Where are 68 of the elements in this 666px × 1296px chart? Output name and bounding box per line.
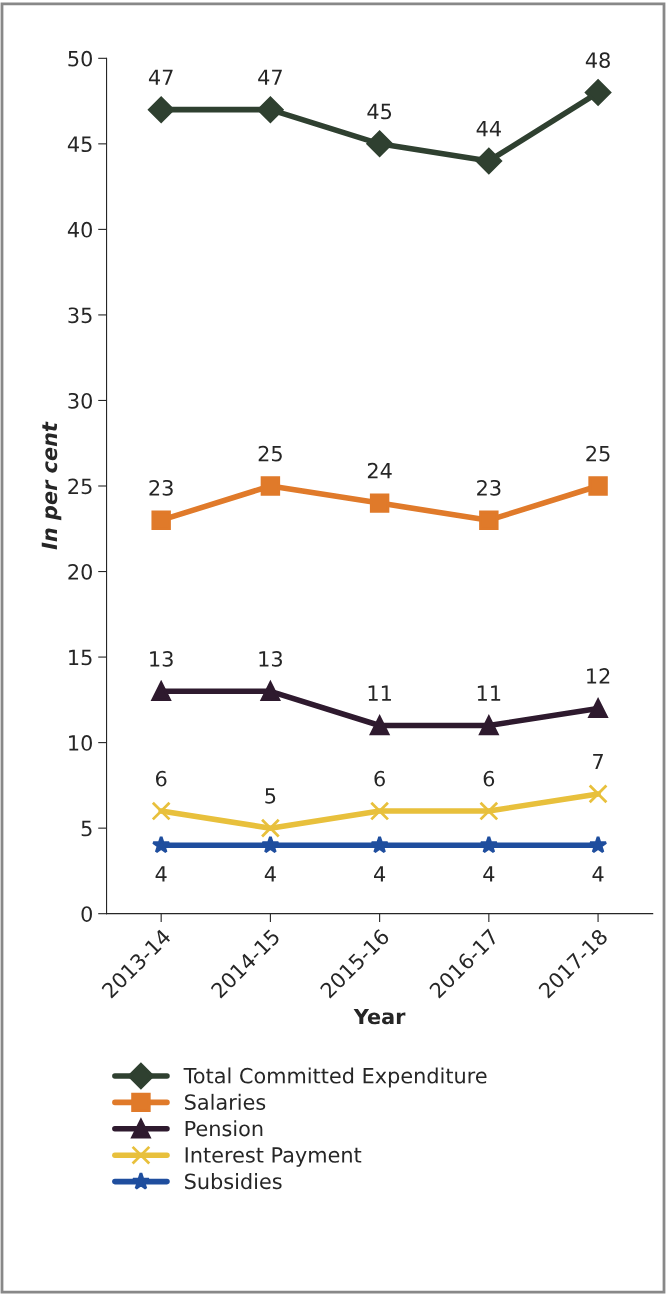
data-label: 4 xyxy=(155,866,167,882)
y-tick-label: 5 xyxy=(81,820,92,837)
y-tick-label: 30 xyxy=(68,392,92,409)
data-label: 11 xyxy=(477,685,501,701)
point xyxy=(584,79,612,106)
legend-label: Pension xyxy=(185,1120,263,1137)
point xyxy=(479,801,499,821)
point xyxy=(261,835,280,854)
y-axis-title: In per cent xyxy=(41,421,62,550)
data-label: 6 xyxy=(374,770,385,787)
legend-label: Subsidies xyxy=(185,1173,282,1190)
legend-label: Total Committed Expenditure xyxy=(183,1067,487,1088)
point xyxy=(475,147,503,175)
y-tick-label: 20 xyxy=(68,563,92,580)
data-label: 23 xyxy=(477,479,501,496)
data-label: 12 xyxy=(587,668,610,684)
point xyxy=(479,835,499,854)
point xyxy=(151,835,171,854)
data-label: 45 xyxy=(367,103,392,120)
data-label: 6 xyxy=(483,770,495,787)
data-label: 4 xyxy=(483,866,495,882)
data-label: 5 xyxy=(265,788,276,804)
point xyxy=(260,818,281,838)
y-tick-label: 40 xyxy=(67,221,92,238)
point xyxy=(588,476,608,496)
point xyxy=(151,801,171,821)
legend-label: Interest Payment xyxy=(185,1147,362,1167)
point xyxy=(369,493,390,513)
point xyxy=(257,96,284,123)
data-label: 44 xyxy=(476,120,501,137)
point xyxy=(369,801,390,821)
data-label: 47 xyxy=(258,69,282,85)
data-label: 25 xyxy=(586,445,610,462)
point xyxy=(588,835,608,854)
point xyxy=(588,698,608,719)
point xyxy=(260,476,281,496)
legend-label: Salaries xyxy=(185,1093,266,1110)
data-label: 4 xyxy=(374,866,386,882)
data-label: 13 xyxy=(150,651,173,667)
data-label: 24 xyxy=(367,462,392,479)
point xyxy=(151,681,171,702)
y-tick-label: 35 xyxy=(68,307,92,324)
point xyxy=(366,130,393,158)
point xyxy=(479,715,499,736)
data-label: 23 xyxy=(149,479,173,496)
data-label: 7 xyxy=(593,753,603,770)
y-tick-label: 10 xyxy=(69,735,92,751)
data-label: 4 xyxy=(592,866,604,882)
data-label: 47 xyxy=(148,69,173,85)
point xyxy=(148,96,175,123)
point xyxy=(259,679,281,702)
data-label: 48 xyxy=(585,52,610,69)
point xyxy=(588,784,608,804)
point xyxy=(370,835,389,854)
y-tick-label: 50 xyxy=(68,50,92,67)
data-label: 25 xyxy=(258,445,282,462)
data-label: 6 xyxy=(156,770,167,787)
data-label: 11 xyxy=(368,685,391,701)
y-tick-label: 45 xyxy=(67,136,92,153)
point xyxy=(151,510,171,530)
y-tick-label: 15 xyxy=(69,649,92,666)
y-tick-label: 0 xyxy=(81,906,92,922)
data-label: 4 xyxy=(264,866,276,882)
point xyxy=(479,510,499,530)
point xyxy=(369,715,390,736)
y-tick-label: 25 xyxy=(68,478,92,495)
data-label: 13 xyxy=(259,651,282,667)
x-axis-title: Year xyxy=(353,1008,406,1025)
